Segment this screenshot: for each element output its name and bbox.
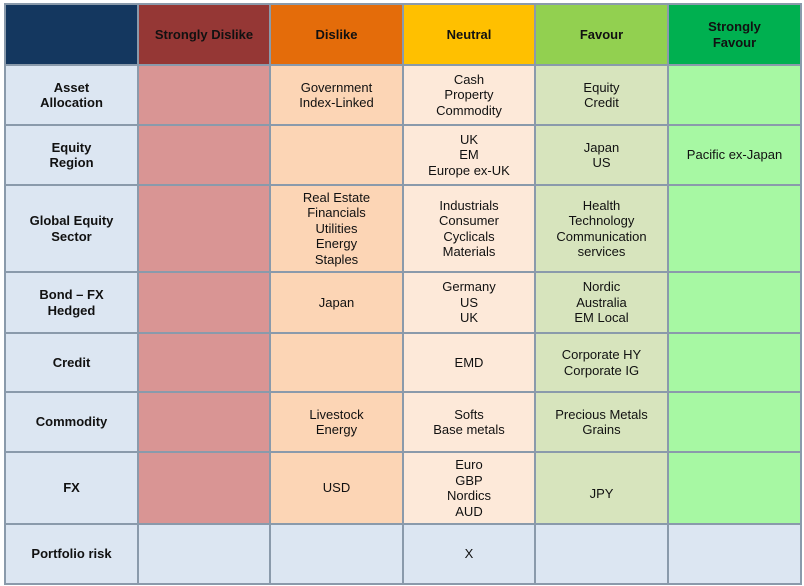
- header-favour: Favour: [534, 3, 669, 66]
- row-label: Asset Allocation: [4, 64, 139, 126]
- cell-neutral: Cash Property Commodity: [402, 64, 536, 126]
- cell-neutral: Germany US UK: [402, 271, 536, 334]
- cell-neutral: Industrials Consumer Cyclicals Materials: [402, 184, 536, 273]
- cell-favour: Precious Metals Grains: [534, 391, 669, 453]
- header-strongly-dislike: Strongly Dislike: [137, 3, 271, 66]
- row-label: Portfolio risk: [4, 523, 139, 585]
- cell-strongly-favour: Pacific ex-Japan: [667, 124, 802, 186]
- cell-neutral: X: [402, 523, 536, 585]
- cell-dislike: [269, 124, 404, 186]
- row-label: FX: [4, 451, 139, 525]
- cell-strongly-favour: [667, 184, 802, 273]
- cell-neutral: UK EM Europe ex-UK: [402, 124, 536, 186]
- cell-strongly-dislike: [137, 64, 271, 126]
- cell-strongly-favour: [667, 64, 802, 126]
- table-row: FX USD Euro GBP Nordics AUD JPY: [4, 451, 802, 525]
- row-label: Global Equity Sector: [4, 184, 139, 273]
- table-row: Commodity Livestock Energy Softs Base me…: [4, 391, 802, 453]
- asset-allocation-view-table: Strongly Dislike Dislike Neutral Favour …: [4, 3, 802, 585]
- cell-favour: Equity Credit: [534, 64, 669, 126]
- cell-dislike: [269, 523, 404, 585]
- table-row: Equity Region UK EM Europe ex-UK Japan U…: [4, 124, 802, 186]
- cell-dislike: USD: [269, 451, 404, 525]
- table-row: Global Equity Sector Real Estate Financi…: [4, 184, 802, 273]
- cell-neutral: EMD: [402, 332, 536, 393]
- cell-strongly-favour: [667, 391, 802, 453]
- cell-neutral: Softs Base metals: [402, 391, 536, 453]
- header-dislike: Dislike: [269, 3, 404, 66]
- cell-favour: JPY: [534, 451, 669, 525]
- cell-strongly-favour: [667, 271, 802, 334]
- cell-dislike: Real Estate Financials Utilities Energy …: [269, 184, 404, 273]
- cell-favour: Health Technology Communication services: [534, 184, 669, 273]
- cell-strongly-favour: [667, 523, 802, 585]
- row-label: Equity Region: [4, 124, 139, 186]
- cell-dislike: Livestock Energy: [269, 391, 404, 453]
- header-neutral: Neutral: [402, 3, 536, 66]
- cell-strongly-dislike: [137, 124, 271, 186]
- cell-dislike: Government Index-Linked: [269, 64, 404, 126]
- cell-strongly-dislike: [137, 523, 271, 585]
- cell-favour: Japan US: [534, 124, 669, 186]
- cell-favour: [534, 523, 669, 585]
- table-row: Bond – FX Hedged Japan Germany US UK Nor…: [4, 271, 802, 334]
- cell-strongly-favour: [667, 332, 802, 393]
- cell-strongly-dislike: [137, 184, 271, 273]
- header-strongly-favour: Strongly Favour: [667, 3, 802, 66]
- cell-dislike: [269, 332, 404, 393]
- row-label: Credit: [4, 332, 139, 393]
- cell-favour: Nordic Australia EM Local: [534, 271, 669, 334]
- table-row: Credit EMD Corporate HY Corporate IG: [4, 332, 802, 393]
- table-row: Asset Allocation Government Index-Linked…: [4, 64, 802, 126]
- cell-strongly-favour: [667, 451, 802, 525]
- cell-strongly-dislike: [137, 391, 271, 453]
- header-row: Strongly Dislike Dislike Neutral Favour …: [4, 3, 802, 66]
- header-corner: [4, 3, 139, 66]
- row-label: Commodity: [4, 391, 139, 453]
- cell-strongly-dislike: [137, 271, 271, 334]
- cell-strongly-dislike: [137, 332, 271, 393]
- row-label: Bond – FX Hedged: [4, 271, 139, 334]
- cell-strongly-dislike: [137, 451, 271, 525]
- cell-favour: Corporate HY Corporate IG: [534, 332, 669, 393]
- table-row: Portfolio risk X: [4, 523, 802, 585]
- cell-neutral: Euro GBP Nordics AUD: [402, 451, 536, 525]
- cell-dislike: Japan: [269, 271, 404, 334]
